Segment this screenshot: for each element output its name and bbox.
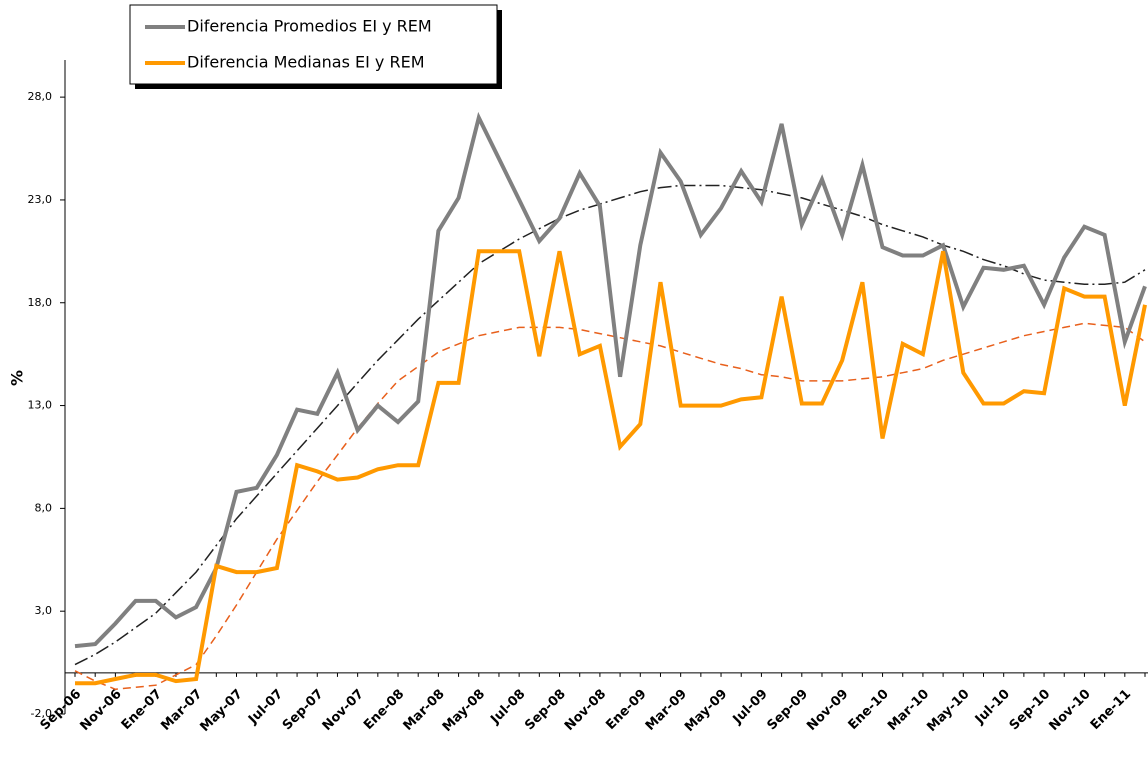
- x-tick-label: Nov-08: [562, 687, 609, 734]
- trend-line: [74, 184, 1146, 666]
- x-tick-label: May-09: [682, 687, 730, 735]
- x-tick-label: Mar-10: [885, 687, 932, 734]
- trend-line: [74, 322, 1146, 691]
- x-tick-label: Ene-09: [603, 687, 649, 733]
- x-tick-label: May-10: [924, 687, 972, 735]
- x-tick-label: Ene-11: [1088, 687, 1134, 733]
- x-tick-label: Ene-07: [119, 687, 165, 733]
- x-tick-label: Nov-09: [804, 687, 851, 734]
- x-tick-label: Sep-08: [522, 687, 569, 734]
- x-tick-label: Sep-07: [280, 687, 327, 734]
- legend-label: Diferencia Medianas EI y REM: [187, 53, 425, 72]
- legend-box: [129, 4, 498, 85]
- series-line: [74, 111, 1147, 649]
- x-tick-label: Nov-10: [1047, 687, 1094, 734]
- x-tick-label: May-07: [198, 687, 246, 735]
- legend-label: Diferencia Promedios EI y REM: [187, 17, 432, 36]
- x-tick-label: Mar-07: [158, 687, 205, 734]
- y-axis-label: %: [8, 370, 27, 386]
- x-tick-label: Nov-06: [77, 687, 124, 734]
- x-tick-label: Sep-10: [1007, 687, 1054, 734]
- x-tick-label: Sep-09: [764, 687, 811, 734]
- series-line: [75, 249, 1147, 686]
- y-tick-label: 8,0: [35, 501, 53, 514]
- x-tick-label: Ene-08: [361, 687, 407, 733]
- y-tick-label: 23,0: [28, 193, 53, 206]
- y-tick-label: 18,0: [28, 296, 53, 309]
- y-tick-label: 13,0: [28, 399, 53, 412]
- x-tick-label: Ene-10: [846, 687, 892, 733]
- y-tick-label: 3,0: [35, 604, 53, 617]
- x-tick-label: Mar-09: [643, 687, 690, 734]
- y-tick-label: -2,0: [31, 707, 52, 720]
- y-tick-label: 28,0: [28, 90, 53, 103]
- x-tick-label: Mar-08: [401, 687, 448, 734]
- x-tick-label: May-08: [440, 687, 488, 735]
- x-tick-label: Nov-07: [320, 687, 367, 734]
